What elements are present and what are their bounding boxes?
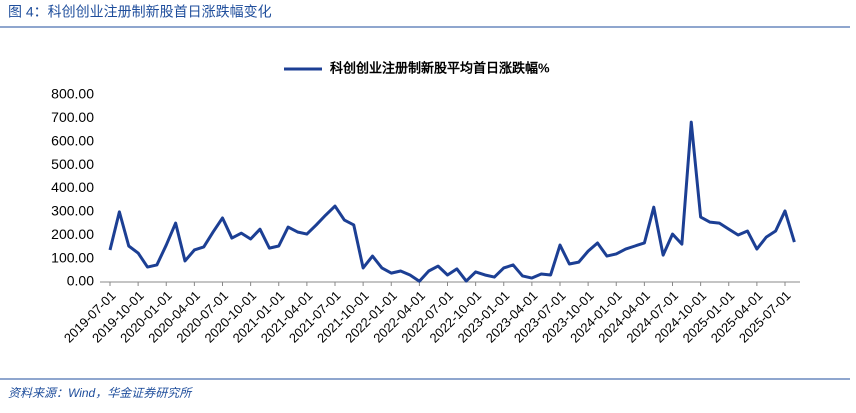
legend-label: 科创创业注册制新股平均首日涨跌幅% <box>330 60 550 75</box>
chart-title: 图 4：科创创业注册制新股首日涨跌幅变化 <box>8 4 272 20</box>
y-tick-label: 400.00 <box>51 179 94 195</box>
source: 资料来源：Wind，华金证券研究所 <box>8 386 193 400</box>
y-tick-label: 100.00 <box>51 249 94 265</box>
y-tick-label: 0.00 <box>67 273 94 289</box>
y-tick-label: 200.00 <box>51 226 94 242</box>
y-tick-label: 500.00 <box>51 156 94 172</box>
line <box>108 120 796 283</box>
y-tick-label: 300.00 <box>51 203 94 219</box>
y-tick-label: 700.00 <box>51 109 94 125</box>
y-tick-label: 800.00 <box>51 86 94 102</box>
y-tick-label: 600.00 <box>51 132 94 148</box>
